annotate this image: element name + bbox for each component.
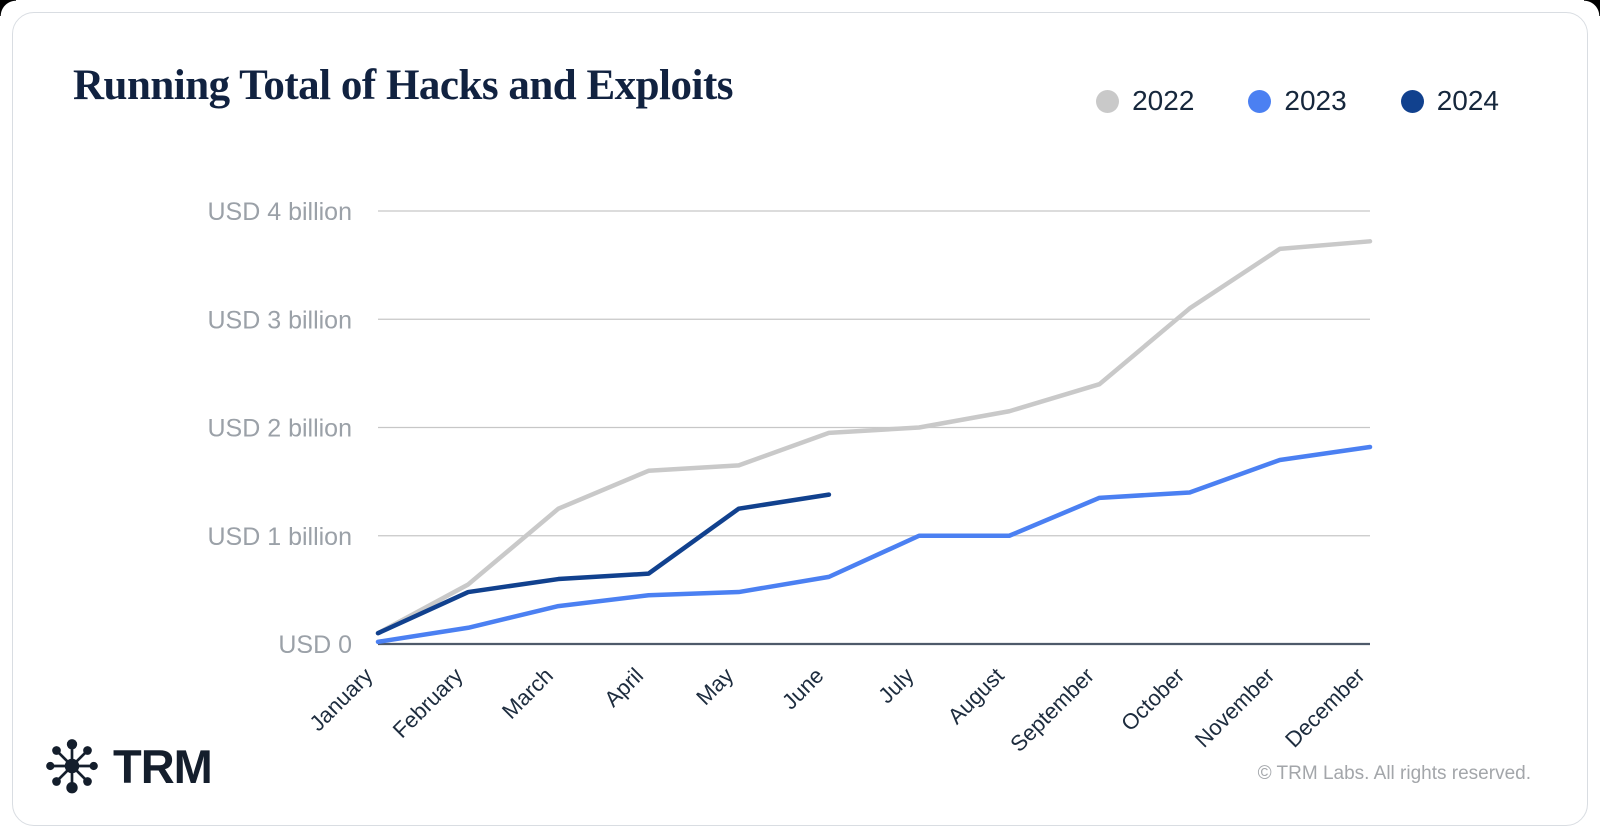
chart-card: Running Total of Hacks and Exploits 2022… <box>12 12 1588 826</box>
running-total-line-chart: USD 0 USD 1 billion USD 2 billion USD 3 bil… <box>207 198 1373 757</box>
legend-item-2024: 2024 <box>1400 85 1499 117</box>
chart-legend: 2022 2023 2024 <box>1096 85 1499 117</box>
legend-label-2024: 2024 <box>1436 85 1499 116</box>
x-axis-label-july: July <box>873 663 918 708</box>
y-axis-label: USD 3 billion <box>207 306 352 334</box>
y-axis-label: USD 1 billion <box>207 523 352 551</box>
legend-dot-2023-icon <box>1248 89 1272 113</box>
screenshot-corner-artifact-left <box>0 0 16 16</box>
y-axis-label: USD 4 billion <box>207 198 352 226</box>
x-axis-label-february: February <box>388 663 468 743</box>
x-axis-label-june: June <box>777 663 828 714</box>
x-axis-label-september: September <box>1005 663 1099 757</box>
y-axis-label: USD 0 <box>278 631 352 659</box>
series-line-2024 <box>375 492 832 636</box>
series-line-2022 <box>375 239 1373 636</box>
trm-logo-text: TRM <box>113 739 213 793</box>
legend-item-2023: 2023 <box>1248 85 1347 117</box>
legend-dot-2024-icon <box>1400 89 1424 113</box>
x-axis-label-may: May <box>691 663 738 710</box>
x-axis-label-december: December <box>1280 663 1369 752</box>
trm-logo: TRM <box>41 735 213 797</box>
chart-title: Running Total of Hacks and Exploits <box>73 62 734 109</box>
x-axis-label-august: August <box>943 663 1009 729</box>
x-axis-label-march: March <box>497 663 558 724</box>
trm-logo-molecule-icon <box>46 739 98 794</box>
x-axis-label-november: November <box>1190 663 1279 752</box>
x-axis-label-april: April <box>599 663 648 712</box>
legend-label-2023: 2023 <box>1284 85 1347 116</box>
legend-label-2022: 2022 <box>1132 85 1195 116</box>
y-axis-label: USD 2 billion <box>207 415 352 443</box>
legend-item-2022: 2022 <box>1096 85 1194 117</box>
copyright-text: © TRM Labs. All rights reserved. <box>1257 763 1531 784</box>
series-line-2023 <box>375 444 1373 645</box>
x-axis-label-january: January <box>305 663 378 736</box>
x-axis-label-october: October <box>1116 663 1189 736</box>
screenshot-corner-artifact-right <box>1584 0 1600 16</box>
legend-dot-2022-icon <box>1096 89 1120 113</box>
